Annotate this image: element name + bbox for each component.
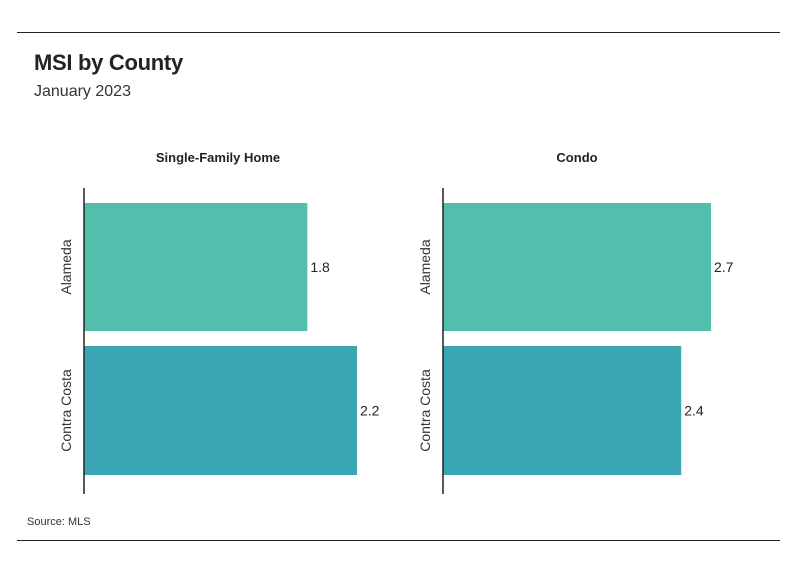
single-family-home-category-label-alameda: Alameda bbox=[58, 239, 74, 294]
condo-value-label-alameda: 2.7 bbox=[714, 259, 734, 275]
chart-subtitle: January 2023 bbox=[34, 83, 131, 100]
condo-panel-title: Condo bbox=[556, 150, 597, 165]
top-rule bbox=[17, 32, 780, 33]
condo-bar-contra-costa bbox=[443, 346, 682, 475]
condo-category-label-alameda: Alameda bbox=[417, 239, 433, 294]
single-family-home-bar-contra-costa bbox=[84, 346, 357, 475]
source-note: Source: MLS bbox=[27, 516, 91, 528]
single-family-home-bar-alameda bbox=[84, 203, 308, 331]
single-family-home-category-label-contra-costa: Contra Costa bbox=[58, 369, 74, 452]
single-family-home-value-label-contra-costa: 2.2 bbox=[360, 403, 380, 419]
single-family-home-panel-title: Single-Family Home bbox=[156, 150, 280, 165]
condo-value-label-contra-costa: 2.4 bbox=[684, 403, 704, 419]
bottom-rule bbox=[17, 540, 780, 541]
single-family-home-value-label-alameda: 1.8 bbox=[310, 259, 330, 275]
condo-bar-alameda bbox=[443, 203, 711, 331]
chart-title: MSI by County bbox=[34, 50, 183, 75]
condo-category-label-contra-costa: Contra Costa bbox=[417, 369, 433, 452]
